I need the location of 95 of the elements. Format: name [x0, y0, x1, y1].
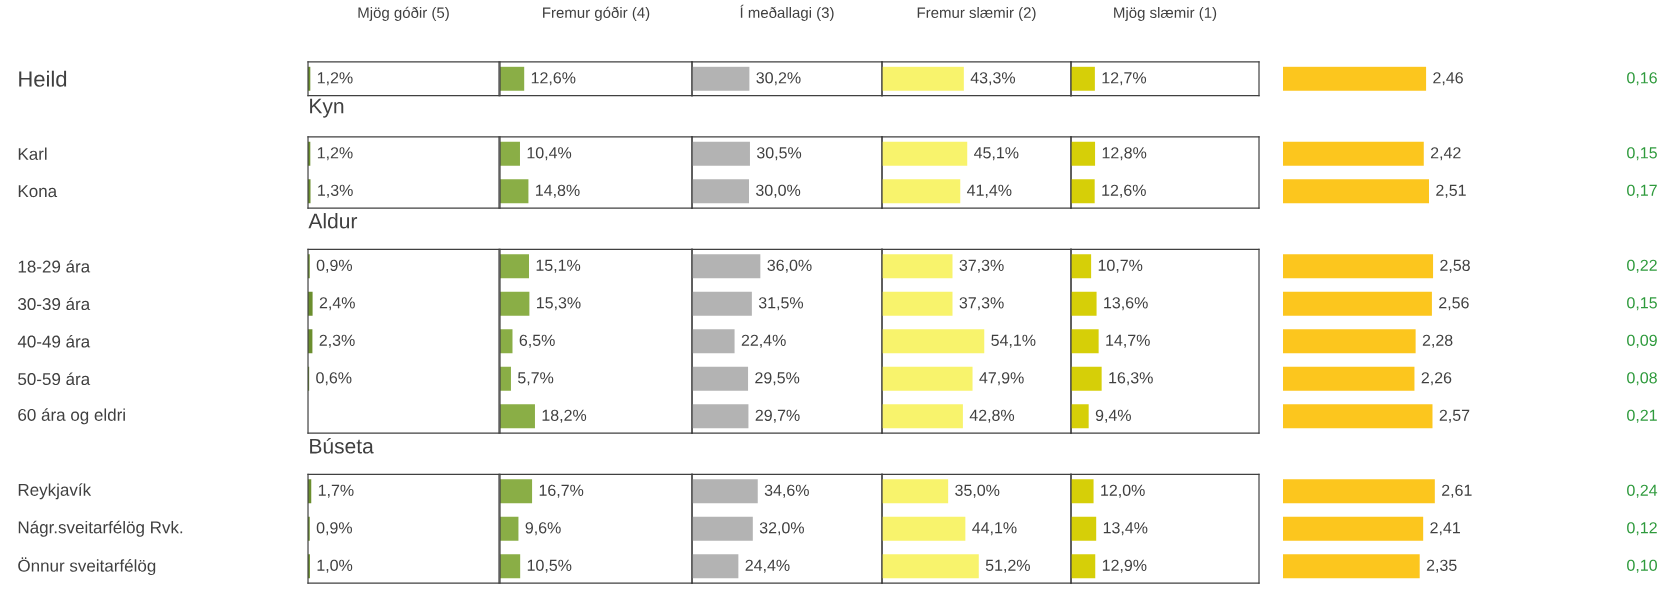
data-label: 13,6%	[1104, 297, 1148, 311]
data-label: 36,0%	[767, 259, 812, 273]
data-label: 54,1%	[991, 334, 1036, 348]
text: 0,16	[1627, 72, 1657, 86]
data-label: 0,9%	[316, 259, 353, 273]
chart-title: Mjög góðir (5)	[358, 6, 449, 21]
data-label: 30,2%	[756, 72, 801, 86]
data-label: 42,8%	[969, 409, 1015, 423]
text: 0,12	[1627, 522, 1657, 536]
data-label: 35,0%	[955, 484, 1000, 498]
data-label: 0,6%	[316, 372, 352, 386]
data-label: 31,5%	[758, 297, 804, 311]
data-label: 16,7%	[539, 484, 584, 498]
data-label: 12,6%	[531, 72, 576, 86]
data-label: 34,6%	[764, 484, 809, 498]
data-label: 9,4%	[1095, 409, 1131, 423]
text: 0,10	[1627, 559, 1657, 573]
data-label: 1,2%	[317, 72, 353, 86]
data-label: 37,3%	[959, 259, 1004, 273]
data-label: 9,6%	[525, 522, 561, 536]
data-label: 6,5%	[519, 334, 555, 348]
y-tick-label: 40-49 ára	[17, 334, 91, 348]
data-label: 0,9%	[316, 522, 353, 536]
data-label: 18,2%	[542, 409, 587, 423]
data-label: 43,3%	[970, 72, 1016, 86]
data-label: 47,9%	[979, 372, 1024, 386]
y-tick-label: 60 ára og eldri	[18, 408, 125, 425]
text: 0,17	[1627, 184, 1657, 198]
text: 0,22	[1627, 259, 1657, 273]
y-tick-label: Reykjavík	[18, 483, 92, 500]
text: 0,15	[1627, 297, 1657, 311]
data-label: 45,1%	[974, 147, 1019, 161]
data-label: 2,42	[1430, 147, 1461, 161]
data-label: 2,35	[1426, 559, 1457, 573]
data-label: 41,4%	[967, 184, 1012, 198]
data-label: 10,5%	[527, 559, 572, 573]
data-label: 32,0%	[759, 522, 804, 536]
data-label: 2,57	[1439, 409, 1470, 423]
data-label: 2,51	[1436, 184, 1466, 198]
data-label: 2,41	[1430, 522, 1460, 536]
data-label: 12,6%	[1102, 184, 1146, 198]
data-label: 16,3%	[1109, 372, 1153, 386]
chart-title: Í meðallagi (3)	[740, 4, 834, 21]
data-label: 5,7%	[517, 372, 554, 386]
data-label: 2,26	[1421, 372, 1452, 386]
data-label: 44,1%	[972, 522, 1017, 536]
data-label: 30,5%	[756, 147, 802, 161]
chart-title: Fremur góðir (4)	[543, 6, 650, 21]
data-label: 1,2%	[317, 147, 353, 161]
y-tick-label: Kona	[18, 185, 58, 198]
data-label: 2,61	[1442, 484, 1472, 498]
data-label: 10,4%	[527, 147, 572, 161]
text: 0,15	[1627, 147, 1657, 161]
data-label: 15,1%	[536, 259, 581, 273]
data-label: 10,7%	[1098, 259, 1143, 273]
data-label: 29,7%	[755, 409, 800, 423]
text: 0,08	[1627, 372, 1657, 386]
y-tick-label: Heild	[19, 70, 67, 87]
data-label: 12,7%	[1102, 72, 1147, 86]
data-label: 2,58	[1440, 259, 1470, 273]
y-tick-label: Kyn	[310, 98, 344, 118]
data-label: 12,9%	[1102, 559, 1147, 573]
y-tick-label: Nágr.sveitarfélög Rvk.	[18, 520, 183, 537]
data-label: 2,28	[1422, 334, 1453, 348]
data-label: 37,3%	[959, 297, 1004, 311]
data-label: 14,8%	[536, 184, 580, 198]
y-tick-label: Önnur sveitarfélög	[18, 557, 156, 576]
data-label: 13,4%	[1103, 522, 1148, 536]
data-label: 2,3%	[319, 334, 355, 348]
y-tick-label: Karl	[18, 147, 47, 160]
data-label: 12,8%	[1102, 147, 1147, 161]
data-label: 2,46	[1433, 72, 1463, 86]
data-label: 24,4%	[745, 559, 790, 573]
chart-title: Mjög slæmir (1)	[1114, 6, 1217, 21]
data-label: 29,5%	[755, 372, 800, 386]
data-label: 12,0%	[1101, 484, 1145, 498]
y-tick-label: Búseta	[310, 437, 374, 454]
data-label: 15,3%	[537, 297, 581, 311]
data-label: 14,7%	[1106, 334, 1150, 348]
chart-title: Fremur slæmir (2)	[917, 6, 1036, 21]
y-tick-label: 50-59 ára	[18, 372, 91, 386]
data-label: 22,4%	[741, 334, 786, 348]
text: 0,09	[1627, 334, 1657, 348]
data-label: 2,4%	[319, 297, 355, 311]
y-tick-label: 30-39 ára	[18, 297, 91, 311]
data-label: 2,56	[1439, 297, 1469, 311]
data-label: 1,7%	[318, 484, 354, 498]
data-label: 1,0%	[317, 559, 353, 573]
text: 0,24	[1627, 484, 1658, 498]
text: 0,21	[1627, 409, 1657, 423]
data-label: 30,0%	[756, 184, 801, 198]
y-tick-label: Aldur	[308, 213, 358, 229]
data-label: 1,3%	[318, 184, 353, 198]
data-label: 51,2%	[985, 559, 1030, 573]
y-tick-label: 18-29 ára	[18, 259, 91, 273]
